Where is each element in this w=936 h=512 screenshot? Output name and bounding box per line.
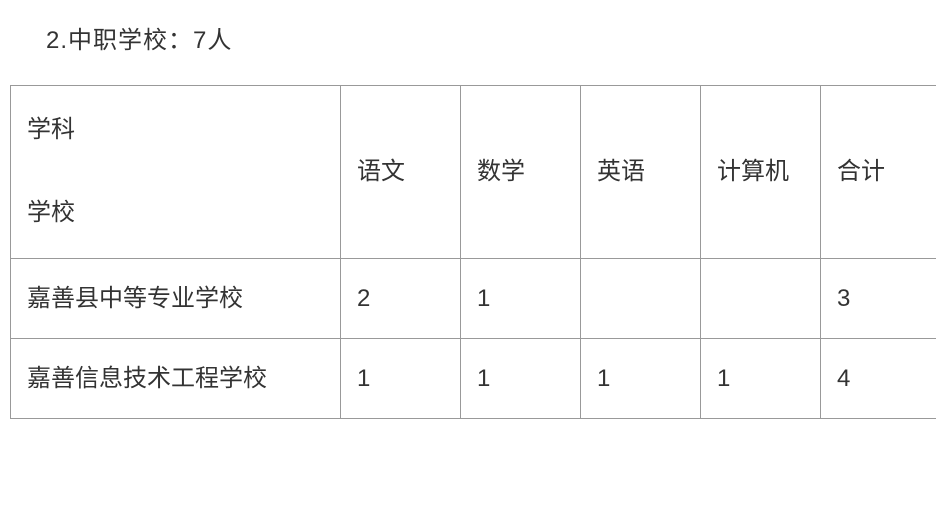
header-col-1: 数学 bbox=[461, 86, 581, 259]
table-row: 嘉善县中等专业学校 2 1 3 bbox=[11, 258, 936, 338]
cell-value: 2 bbox=[341, 258, 461, 338]
table-row: 嘉善信息技术工程学校 1 1 1 1 4 bbox=[11, 338, 936, 418]
cell-value: 1 bbox=[461, 258, 581, 338]
cell-value bbox=[701, 258, 821, 338]
allocation-table: 学科 学校 语文 数学 英语 计算机 合计 嘉善县中等专业学校 2 1 3 嘉善… bbox=[10, 85, 936, 419]
header-school-subject: 学科 学校 bbox=[11, 86, 341, 259]
header-col-2: 英语 bbox=[581, 86, 701, 259]
cell-value: 1 bbox=[701, 338, 821, 418]
cell-value: 1 bbox=[581, 338, 701, 418]
cell-school: 嘉善信息技术工程学校 bbox=[11, 338, 341, 418]
header-col-4: 合计 bbox=[821, 86, 936, 259]
section-heading: 2.中职学校：7人 bbox=[46, 20, 926, 55]
cell-value: 3 bbox=[821, 258, 936, 338]
school-label: 学校 bbox=[27, 187, 324, 240]
header-col-3: 计算机 bbox=[701, 86, 821, 259]
cell-value: 1 bbox=[461, 338, 581, 418]
cell-value: 1 bbox=[341, 338, 461, 418]
cell-school: 嘉善县中等专业学校 bbox=[11, 258, 341, 338]
cell-value: 4 bbox=[821, 338, 936, 418]
header-col-0: 语文 bbox=[341, 86, 461, 259]
table-header-row: 学科 学校 语文 数学 英语 计算机 合计 bbox=[11, 86, 936, 259]
subject-label: 学科 bbox=[27, 104, 324, 157]
cell-value bbox=[581, 258, 701, 338]
